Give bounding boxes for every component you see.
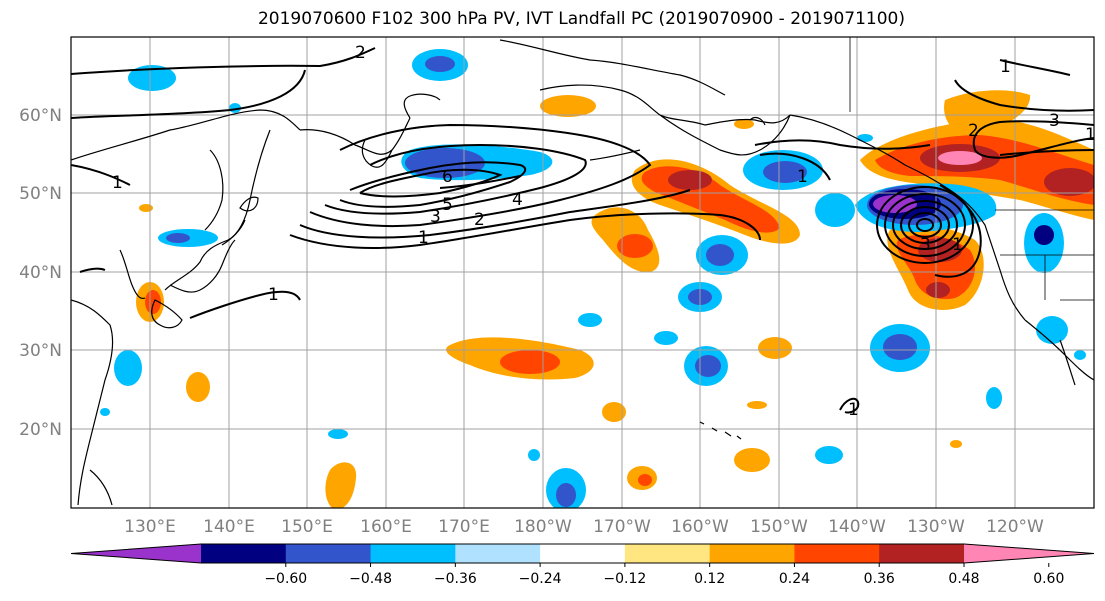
contour-label: 1 <box>112 173 123 193</box>
lon-label: 130°E <box>124 517 176 537</box>
colorbar-segment <box>624 544 711 563</box>
lon-label: 170°W <box>593 517 651 537</box>
contour-label: 1 <box>418 228 429 248</box>
contour-label: 1 <box>952 235 963 255</box>
lon-label: 140°E <box>203 517 255 537</box>
lat-label: 40°N <box>19 263 62 283</box>
contour-label: 1 <box>1000 57 1011 77</box>
contour-label: 4 <box>512 190 523 210</box>
colorbar-segment <box>201 544 287 563</box>
contour-label: 1 <box>1085 125 1096 145</box>
contour-label: 3 <box>430 207 441 227</box>
colorbar-extend-high <box>964 544 1094 563</box>
lat-label: 30°N <box>19 341 62 361</box>
lon-label: 140°W <box>828 517 886 537</box>
colorbar-tick-label: 0.48 <box>948 571 979 587</box>
contour-label: 2 <box>355 43 366 63</box>
map-frame <box>70 36 1095 509</box>
colorbar-tick-label: −0.36 <box>434 571 477 587</box>
colorbar-tick-label: 0.12 <box>694 571 725 587</box>
colorbar-segment <box>370 544 456 563</box>
coastlines <box>71 39 1094 506</box>
colorbar-extend-low <box>71 544 201 563</box>
colorbar-tick-label: −0.24 <box>519 571 562 587</box>
contour-label: 1 <box>268 285 279 305</box>
colorbar-segment <box>879 544 965 563</box>
colorbar-segment <box>794 544 880 563</box>
lon-label: 170°E <box>438 517 490 537</box>
lon-label: 180°W <box>514 517 572 537</box>
map-title: 2019070600 F102 300 hPa PV, IVT Landfall… <box>257 9 905 29</box>
colorbar-tick-label: −0.48 <box>349 571 392 587</box>
colorbar-segment <box>285 544 372 563</box>
lon-label: 120°W <box>986 517 1044 537</box>
lat-label: 60°N <box>19 106 62 126</box>
lon-label: 130°W <box>907 517 965 537</box>
contour-labels: 2 1 1 6 5 4 3 2 1 1 1 3 2 1 3 1 1 <box>112 43 1096 420</box>
contour-label: 2 <box>474 210 485 230</box>
colorbar-tick-label: 0.24 <box>779 571 810 587</box>
political-borders <box>849 37 1094 301</box>
lon-label: 160°E <box>360 517 412 537</box>
positive-anomaly-fills <box>136 90 1094 508</box>
contour-label: 1 <box>848 400 859 420</box>
contour-label: 3 <box>1049 111 1060 131</box>
longitude-labels: 130°E 140°E 150°E 160°E 170°E 180°W 170°… <box>124 517 1044 537</box>
contour-label: 6 <box>442 167 453 187</box>
contour-label: 3 <box>920 235 931 255</box>
colorbar: −0.60 −0.48 −0.36 −0.24 −0.12 0.12 0.24 0.36 0.4… <box>70 543 1095 587</box>
latitude-labels: 60°N 50°N 40°N 30°N 20°N <box>19 106 62 440</box>
lon-label: 150°W <box>750 517 808 537</box>
lon-label: 160°W <box>671 517 729 537</box>
colorbar-segment <box>540 544 626 563</box>
colorbar-tick-label: −0.60 <box>264 571 307 587</box>
lat-label: 20°N <box>19 420 62 440</box>
colorbar-segment <box>709 544 795 563</box>
colorbar-tick-label: 0.60 <box>1033 571 1064 587</box>
contour-label: 2 <box>968 121 979 141</box>
contour-label: 5 <box>442 195 453 215</box>
lat-label: 50°N <box>19 184 62 204</box>
colorbar-outline <box>70 543 1095 564</box>
contour-label: 1 <box>797 167 808 187</box>
pv-contours <box>71 47 1094 414</box>
lon-label: 150°E <box>281 517 333 537</box>
colorbar-tick-label: −0.12 <box>603 571 646 587</box>
colorbar-tick-label: 0.36 <box>864 571 895 587</box>
colorbar-segment <box>455 544 541 563</box>
